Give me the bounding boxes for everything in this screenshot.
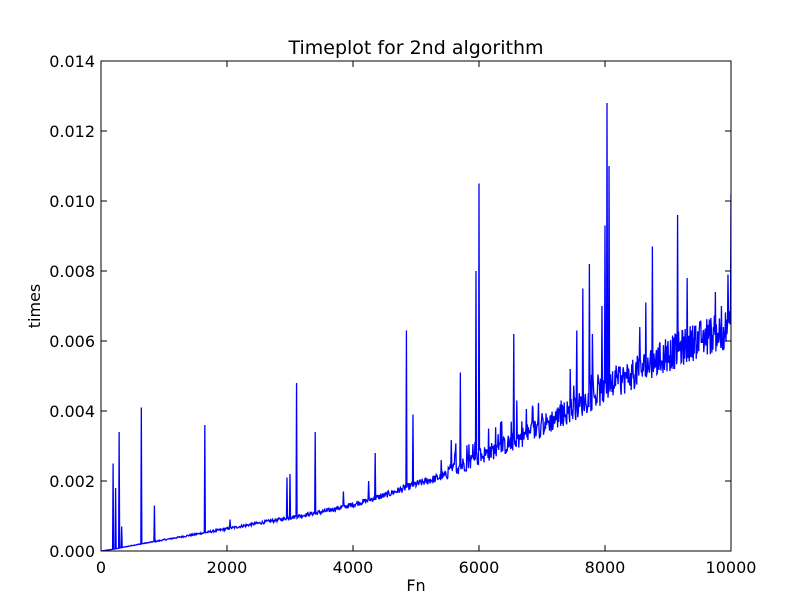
chart-title: Timeplot for 2nd algorithm	[287, 37, 543, 59]
y-tick-label: 0.002	[49, 472, 95, 491]
data-series-line	[101, 102, 731, 551]
x-tick-label: 10000	[706, 558, 757, 577]
y-axis-ticks: 0.000 0.002 0.004 0.006 0.008 0.010 0.012 0.014	[49, 52, 731, 561]
y-axis-label: times	[25, 284, 44, 328]
x-axis-label: Fn	[406, 576, 425, 595]
x-axis-ticks: 0 2000 4000 6000 8000 10000	[96, 61, 757, 577]
axes-frame	[100, 60, 732, 552]
y-tick-label: 0.014	[49, 52, 95, 71]
y-tick-label: 0.006	[49, 332, 95, 351]
y-tick-label: 0.010	[49, 192, 95, 211]
y-tick-label: 0.012	[49, 122, 95, 141]
y-tick-label: 0.004	[49, 402, 95, 421]
x-tick-label: 6000	[459, 558, 500, 577]
y-tick-label: 0.000	[49, 542, 95, 561]
x-tick-label: 0	[96, 558, 106, 577]
x-tick-label: 2000	[207, 558, 248, 577]
y-tick-label: 0.008	[49, 262, 95, 281]
plot-area	[100, 60, 732, 552]
x-tick-label: 4000	[333, 558, 374, 577]
x-tick-label: 8000	[585, 558, 626, 577]
